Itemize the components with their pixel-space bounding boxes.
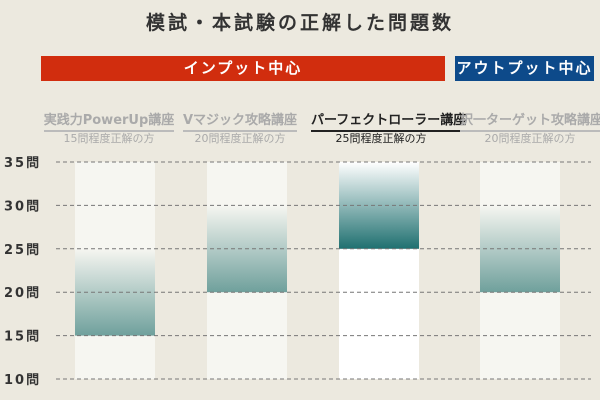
output-focus-band: アウトプット中心	[455, 56, 594, 81]
band-label: インプット中心	[183, 59, 303, 77]
category-label: Vマジック攻略講座 20問程度正解の方	[170, 109, 310, 146]
y-tick-label: 25問	[4, 243, 41, 258]
course-name: 択一ターゲット攻略講座	[460, 113, 600, 132]
course-level: 20問程度正解の方	[194, 132, 286, 145]
course-name: パーフェクトローラー講座	[311, 113, 467, 132]
course-name: Vマジック攻略講座	[182, 113, 298, 132]
category-label: 択一ターゲット攻略講座 20問程度正解の方	[460, 109, 600, 146]
course-level: 20問程度正解の方	[484, 132, 576, 145]
course-name: 実践力PowerUp講座	[43, 113, 175, 132]
course-level: 15問程度正解の方	[63, 132, 155, 145]
category-label: パーフェクトローラー講座 25問程度正解の方	[311, 109, 467, 146]
input-focus-band: インプット中心	[41, 56, 445, 81]
y-tick-label: 10問	[4, 373, 41, 388]
y-tick-label: 20問	[4, 286, 41, 301]
course-level: 25問程度正解の方	[335, 132, 427, 145]
y-tick-label: 35問	[4, 156, 41, 171]
y-tick-label: 30問	[4, 199, 41, 214]
y-tick-label: 15問	[4, 330, 41, 345]
category-label: 実践力PowerUp講座 15問程度正解の方	[39, 109, 179, 146]
chart-title: 模試・本試験の正解した問題数	[145, 12, 454, 34]
band-label: アウトプット中心	[456, 59, 593, 77]
